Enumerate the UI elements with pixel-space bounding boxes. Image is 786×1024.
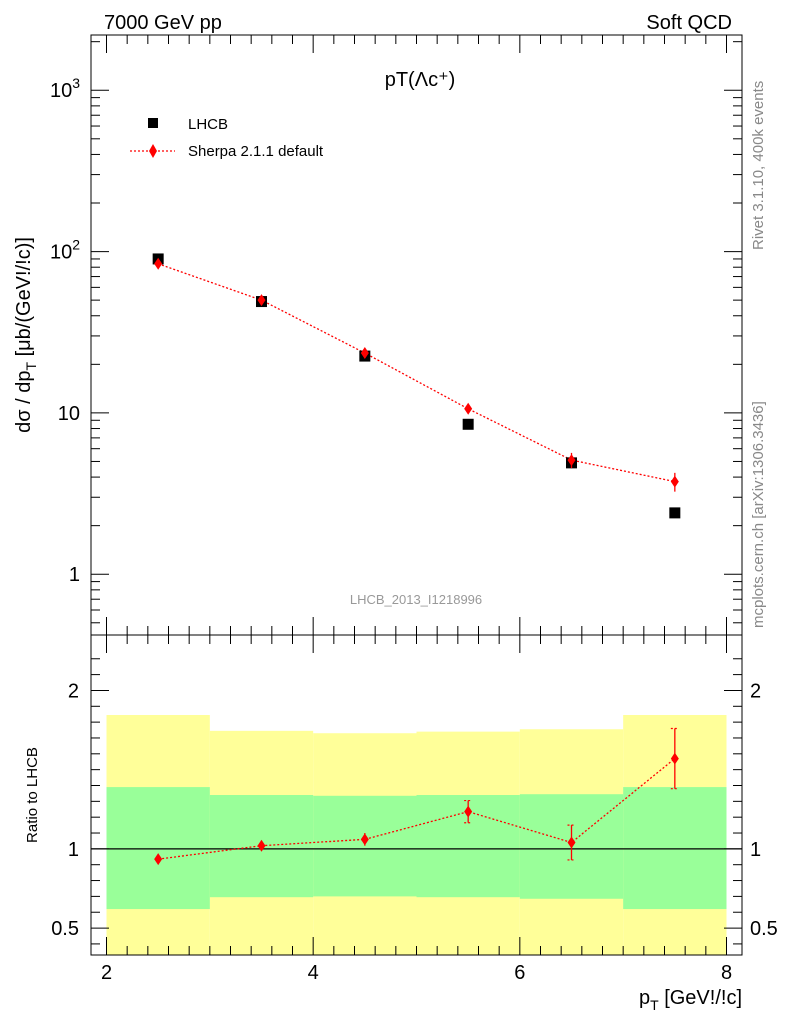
sherpa-point bbox=[670, 475, 679, 488]
xtick-label: 4 bbox=[308, 962, 319, 984]
xtick-label: 6 bbox=[514, 962, 525, 984]
main-ytick-label: 102 bbox=[50, 237, 80, 264]
lhcb-point bbox=[669, 507, 681, 519]
sherpa-point bbox=[257, 294, 266, 307]
main-panel: 1 10 102 103 pT(Λc⁺) LHCB_2013_I1218996 LHC… bbox=[13, 34, 743, 636]
legend-sherpa-label: Sherpa 2.1.1 default bbox=[188, 143, 324, 160]
ratio-sherpa-point bbox=[567, 836, 576, 849]
xtick-labels: 2 4 6 8 bbox=[101, 962, 732, 984]
ratio-panel-frame bbox=[90, 634, 743, 956]
main-ytick-label: 103 bbox=[50, 75, 80, 102]
sherpa-point bbox=[360, 347, 369, 360]
sherpa-line bbox=[157, 263, 675, 483]
ratio-ytick-labels: 0.5 0.5 1 1 2 2 bbox=[51, 680, 778, 940]
ratio-ytick-label-left: 2 bbox=[68, 680, 79, 702]
ratio-ytick-label-left: 0.5 bbox=[51, 918, 79, 940]
main-panel-background bbox=[91, 35, 742, 635]
rivet-label: Rivet 3.1.10, 400k events bbox=[750, 81, 767, 250]
inner-band-bin bbox=[313, 795, 417, 897]
xtick-label: 8 bbox=[721, 962, 732, 984]
ratio-ytick-label-right: 0.5 bbox=[750, 918, 778, 940]
mcplots-label: mcplots.cern.ch [arXiv:1306.3436] bbox=[750, 401, 767, 628]
ratio-ytick-label-right: 1 bbox=[750, 839, 761, 861]
inner-band-bin bbox=[623, 787, 727, 910]
main-ylabel: dσ / dpT [μb/(GeV!/!c)] bbox=[13, 237, 39, 433]
xlabel: pT [GeV!/!c] bbox=[639, 987, 742, 1013]
sherpa-point bbox=[154, 257, 163, 270]
sherpa-point bbox=[567, 454, 576, 467]
analysis-label: LHCB_2013_I1218996 bbox=[350, 592, 482, 607]
ratio-ytick-label-left: 1 bbox=[68, 839, 79, 861]
ratio-sherpa-points bbox=[154, 727, 679, 866]
ratio-sherpa-point bbox=[257, 839, 266, 852]
ratio-ytick-label-right: 2 bbox=[750, 680, 761, 702]
ratio-panel-ticks bbox=[91, 635, 742, 955]
lhcb-point bbox=[462, 418, 474, 430]
ratio-sherpa-point bbox=[360, 833, 369, 846]
ratio-sherpa-line bbox=[158, 758, 676, 860]
main-ytick-label: 1 bbox=[69, 564, 80, 586]
sherpa-points bbox=[154, 257, 679, 492]
ratio-sherpa-point bbox=[464, 805, 473, 818]
plot-title: pT(Λc⁺) bbox=[385, 69, 456, 91]
process-label: Soft QCD bbox=[646, 12, 732, 34]
ratio-sherpa-point bbox=[154, 853, 163, 866]
legend: LHCB Sherpa 2.1.1 default bbox=[130, 116, 324, 160]
energy-label: 7000 GeV pp bbox=[104, 12, 222, 34]
ratio-panel: 0.5 0.5 1 1 2 2 2 4 6 8 Ratio to LHCB pT [GeV!/!… bbox=[24, 634, 778, 1013]
legend-lhcb-label: LHCB bbox=[188, 116, 228, 133]
inner-band-bin bbox=[106, 787, 210, 910]
sherpa-point bbox=[464, 402, 473, 415]
legend-lhcb-marker bbox=[148, 118, 158, 128]
legend-sherpa-marker bbox=[149, 144, 157, 158]
main-panel-ticks bbox=[91, 35, 742, 635]
main-panel-ytick-labels: 1 10 102 103 bbox=[50, 75, 80, 586]
main-ytick-label: 10 bbox=[58, 403, 80, 425]
ratio-sherpa-point bbox=[670, 752, 679, 765]
ratio-inner-band bbox=[106, 787, 727, 910]
xtick-label: 2 bbox=[101, 962, 112, 984]
ratio-ylabel: Ratio to LHCB bbox=[24, 747, 41, 843]
